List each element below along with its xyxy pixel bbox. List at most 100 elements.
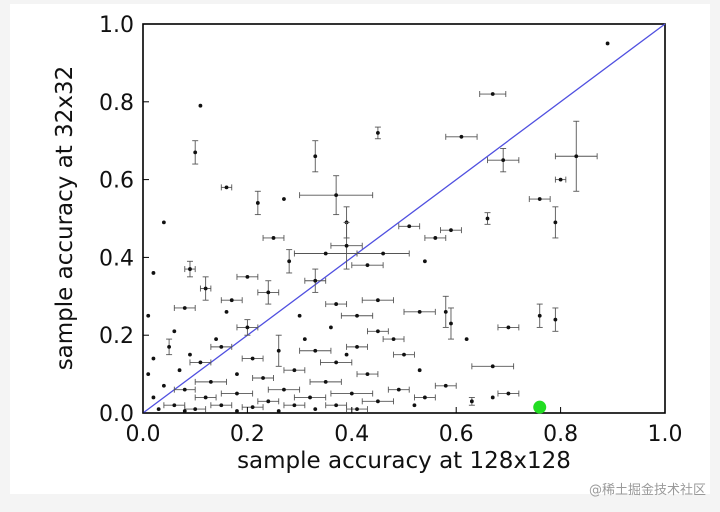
data-point: [173, 304, 196, 311]
data-point: [235, 372, 239, 376]
point-marker: [193, 407, 198, 412]
point-marker: [506, 325, 511, 330]
data-point: [236, 319, 259, 336]
data-point: [442, 295, 449, 328]
point-marker: [266, 399, 271, 404]
data-point: [309, 378, 342, 385]
data-point: [320, 359, 353, 366]
point-marker: [188, 267, 192, 271]
data-point: [146, 372, 151, 376]
data-point: [374, 126, 381, 140]
point-marker: [188, 352, 192, 357]
point-marker: [605, 41, 610, 46]
data-point: [361, 398, 395, 405]
point-marker: [553, 220, 558, 225]
data-point: [398, 223, 421, 230]
data-point: [304, 268, 327, 293]
point-marker: [245, 274, 250, 279]
data-point: [393, 351, 415, 358]
point-marker: [151, 356, 156, 361]
data-point: [552, 206, 559, 239]
point-marker: [344, 352, 349, 357]
data-point: [605, 41, 610, 46]
data-point: [220, 297, 243, 304]
data-point: [464, 337, 469, 341]
y-tick-label: 0.8: [99, 91, 134, 116]
data-point: [484, 212, 491, 225]
point-marker: [417, 309, 422, 314]
data-point: [344, 352, 349, 357]
data-point: [267, 386, 301, 393]
data-point: [276, 409, 281, 413]
point-marker: [229, 298, 234, 303]
point-marker: [182, 306, 187, 310]
data-point: [220, 184, 233, 191]
point-marker: [266, 290, 271, 295]
data-point: [479, 91, 507, 98]
point-marker: [224, 309, 229, 314]
data-point: [413, 394, 436, 401]
data-point: [445, 133, 478, 140]
point-marker: [302, 337, 307, 341]
point-marker: [308, 395, 312, 400]
point-marker: [250, 405, 255, 410]
point-marker: [422, 259, 427, 264]
point-marker: [537, 313, 542, 318]
data-point: [329, 325, 333, 330]
data-point: [189, 359, 212, 366]
point-marker: [334, 403, 339, 408]
point-marker: [282, 197, 286, 201]
point-marker: [553, 317, 558, 322]
point-marker: [376, 298, 380, 303]
data-point: [552, 307, 559, 332]
point-marker: [255, 201, 260, 205]
data-point: [403, 308, 436, 315]
data-point: [257, 398, 280, 405]
point-marker: [490, 395, 495, 400]
point-marker: [151, 395, 156, 400]
data-point: [236, 273, 259, 280]
data-point: [198, 103, 203, 108]
point-marker: [449, 321, 453, 326]
point-marker: [365, 372, 370, 376]
data-point: [487, 148, 520, 173]
point-marker: [167, 344, 172, 349]
point-marker: [198, 360, 203, 365]
point-marker: [485, 216, 490, 221]
data-point: [283, 402, 306, 409]
point-marker: [161, 220, 166, 225]
data-point: [210, 343, 233, 350]
data-point: [235, 409, 239, 413]
data-point: [412, 403, 417, 408]
point-marker: [381, 251, 386, 256]
data-point: [468, 396, 475, 406]
point-marker: [235, 409, 239, 413]
point-marker: [501, 158, 506, 163]
x-tick-label: 0.8: [543, 422, 578, 447]
data-point: [286, 249, 293, 274]
data-point: [282, 197, 286, 201]
data-point: [151, 356, 156, 361]
point-marker: [365, 263, 370, 268]
point-marker: [198, 103, 203, 108]
x-tick-label: 0.4: [334, 422, 369, 447]
data-point: [161, 220, 166, 225]
data-point: [490, 395, 495, 400]
data-point: [447, 307, 454, 340]
point-marker: [412, 403, 417, 408]
data-point: [151, 271, 156, 275]
point-marker: [464, 337, 469, 341]
point-marker: [376, 399, 380, 404]
point-marker: [214, 337, 218, 341]
point-marker: [276, 409, 281, 413]
point-marker: [391, 337, 396, 341]
point-marker: [417, 368, 422, 373]
point-marker: [203, 286, 208, 291]
point-marker: [355, 344, 359, 349]
data-point: [177, 368, 182, 373]
point-marker: [376, 329, 380, 334]
data-point: [330, 221, 363, 270]
data-point: [166, 338, 173, 356]
point-marker: [292, 403, 297, 408]
